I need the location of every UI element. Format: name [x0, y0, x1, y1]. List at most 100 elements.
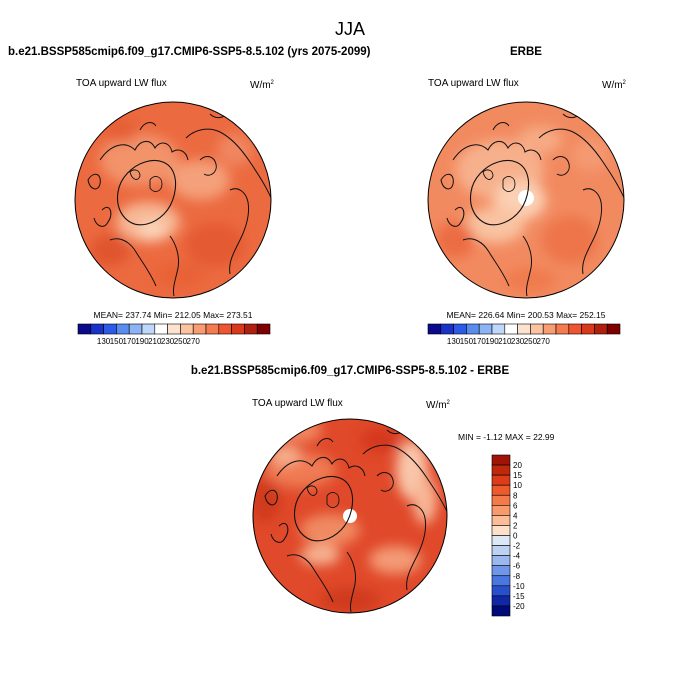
colorbar-tick-label: -20: [513, 602, 525, 611]
colorbar-swatch: [491, 595, 511, 607]
colorbar-swatch: [141, 323, 156, 335]
colorbar-swatch: [491, 515, 511, 526]
panel-obs-units: W/m2: [602, 80, 627, 91]
colorbar-tick-label: 210: [148, 337, 162, 346]
colorbar-swatch: [491, 585, 511, 597]
colorbar-swatch: [128, 323, 143, 335]
colorbar-tick-label: -15: [513, 592, 525, 601]
colorbar-swatch: [491, 605, 511, 617]
colorbar-obs: 130 150 170 190 210 230 250 270: [427, 323, 621, 346]
panel-model-stats: MEAN= 237.74 Min= 212.05 Max= 273.51: [93, 310, 252, 320]
colorbar-swatch: [491, 454, 511, 466]
colorbar-tick-label: 250: [524, 337, 538, 346]
colorbar-swatch: [440, 323, 454, 335]
colorbar-tick-label: 4: [513, 511, 518, 520]
colorbar-swatch: [154, 323, 168, 335]
colorbar-swatch: [180, 323, 194, 335]
colorbar-tick-label: 250: [174, 337, 188, 346]
colorbar-tick-label: 130: [97, 337, 111, 346]
colorbar-swatch: [244, 323, 258, 335]
colorbar-swatch: [491, 484, 511, 496]
colorbar-tick-label: 130: [447, 337, 461, 346]
colorbar-swatch: [491, 555, 511, 566]
colorbar-tick-label: -10: [513, 582, 525, 591]
polar-map-model: [75, 102, 271, 298]
colorbar-swatch: [568, 323, 582, 335]
panel-diff-stats: MIN = -1.12 MAX = 22.99: [458, 432, 555, 442]
colorbar-tick-label: -4: [513, 552, 521, 561]
colorbar-tick-label: -6: [513, 562, 521, 571]
colorbar-tick-label: 150: [110, 337, 124, 346]
colorbar-swatch: [453, 323, 467, 335]
panel-obs-stats: MEAN= 226.64 Min= 200.53 Max= 252.15: [446, 310, 605, 320]
panel-obs-title: ERBE: [510, 46, 542, 58]
colorbar-tick-label: 20: [513, 461, 522, 470]
colorbar-tick-label: 270: [187, 337, 201, 346]
colorbar-swatch: [504, 323, 518, 335]
colorbar-swatch: [491, 494, 511, 506]
colorbar-swatch: [606, 323, 621, 335]
figure-title: JJA: [335, 19, 365, 39]
colorbar-swatch: [205, 323, 220, 335]
colorbar-swatch: [167, 323, 181, 335]
panel-diff-variable: TOA upward LW flux: [252, 398, 343, 409]
colorbar-swatch: [491, 464, 511, 476]
colorbar-swatch: [192, 323, 207, 335]
colorbar-swatch: [491, 545, 511, 556]
colorbar-tick-label: 170: [123, 337, 137, 346]
colorbar-swatch: [256, 323, 271, 335]
colorbar-swatch: [491, 505, 511, 516]
colorbar-tick-label: 230: [161, 337, 175, 346]
polar-map-obs: [428, 102, 624, 298]
colorbar-swatch: [491, 535, 511, 546]
map-border-obs: [427, 101, 625, 299]
panel-model-variable: TOA upward LW flux: [76, 78, 167, 89]
panel-obs: ERBE TOA upward LW flux W/m2 MEAN= 226.6…: [427, 46, 627, 346]
colorbar-swatch: [466, 323, 480, 335]
panel-model-units: W/m2: [250, 80, 275, 91]
map-border-model: [74, 101, 272, 299]
colorbar-tick-label: -2: [513, 542, 521, 551]
colorbar-swatch: [116, 323, 130, 335]
colorbar-tick-label: 0: [513, 532, 518, 541]
colorbar-tick-label: 190: [485, 337, 499, 346]
colorbar-swatch: [517, 323, 531, 335]
panel-model-title: b.e21.BSSP585cmip6.f09_g17.CMIP6-SSP5-8.…: [8, 46, 371, 58]
colorbar-tick-label: -8: [513, 572, 521, 581]
colorbar-tick-label: 230: [511, 337, 525, 346]
colorbar-swatch: [491, 525, 511, 536]
colorbar-tick-label: 2: [513, 521, 518, 530]
colorbar-swatch: [478, 323, 493, 335]
panel-diff-title: b.e21.BSSP585cmip6.f09_g17.CMIP6-SSP5-8.…: [191, 365, 510, 377]
colorbar-tick-label: 270: [537, 337, 551, 346]
panel-obs-variable: TOA upward LW flux: [428, 78, 519, 89]
colorbar-tick-label: 8: [513, 491, 518, 500]
colorbar-swatch: [491, 474, 511, 486]
polar-map-diff: [253, 419, 447, 613]
colorbar-tick-label: 170: [473, 337, 487, 346]
panel-diff-units: W/m2: [426, 400, 451, 411]
colorbar-swatch: [491, 575, 511, 587]
colorbar-swatch: [218, 323, 232, 335]
colorbar-swatch: [231, 323, 245, 335]
colorbar-swatch: [90, 323, 104, 335]
colorbar-swatch: [542, 323, 557, 335]
map-border-diff: [252, 418, 448, 614]
colorbar-swatch: [491, 323, 506, 335]
colorbar-swatch: [530, 323, 544, 335]
colorbar-swatch: [555, 323, 570, 335]
colorbar-swatch: [103, 323, 117, 335]
colorbar-swatch: [594, 323, 608, 335]
colorbar-model: 130 150 170 190 210 230 250 270: [77, 323, 271, 346]
colorbar-tick-label: 15: [513, 471, 522, 480]
colorbar-swatch: [77, 323, 92, 335]
colorbar-tick-label: 190: [135, 337, 149, 346]
colorbar-swatch: [581, 323, 595, 335]
colorbar-tick-label: 10: [513, 481, 522, 490]
colorbar-swatch: [427, 323, 442, 335]
panel-model: b.e21.BSSP585cmip6.f09_g17.CMIP6-SSP5-8.…: [8, 46, 371, 346]
panel-diff: b.e21.BSSP585cmip6.f09_g17.CMIP6-SSP5-8.…: [191, 365, 555, 617]
colorbar-tick-label: 6: [513, 501, 518, 510]
